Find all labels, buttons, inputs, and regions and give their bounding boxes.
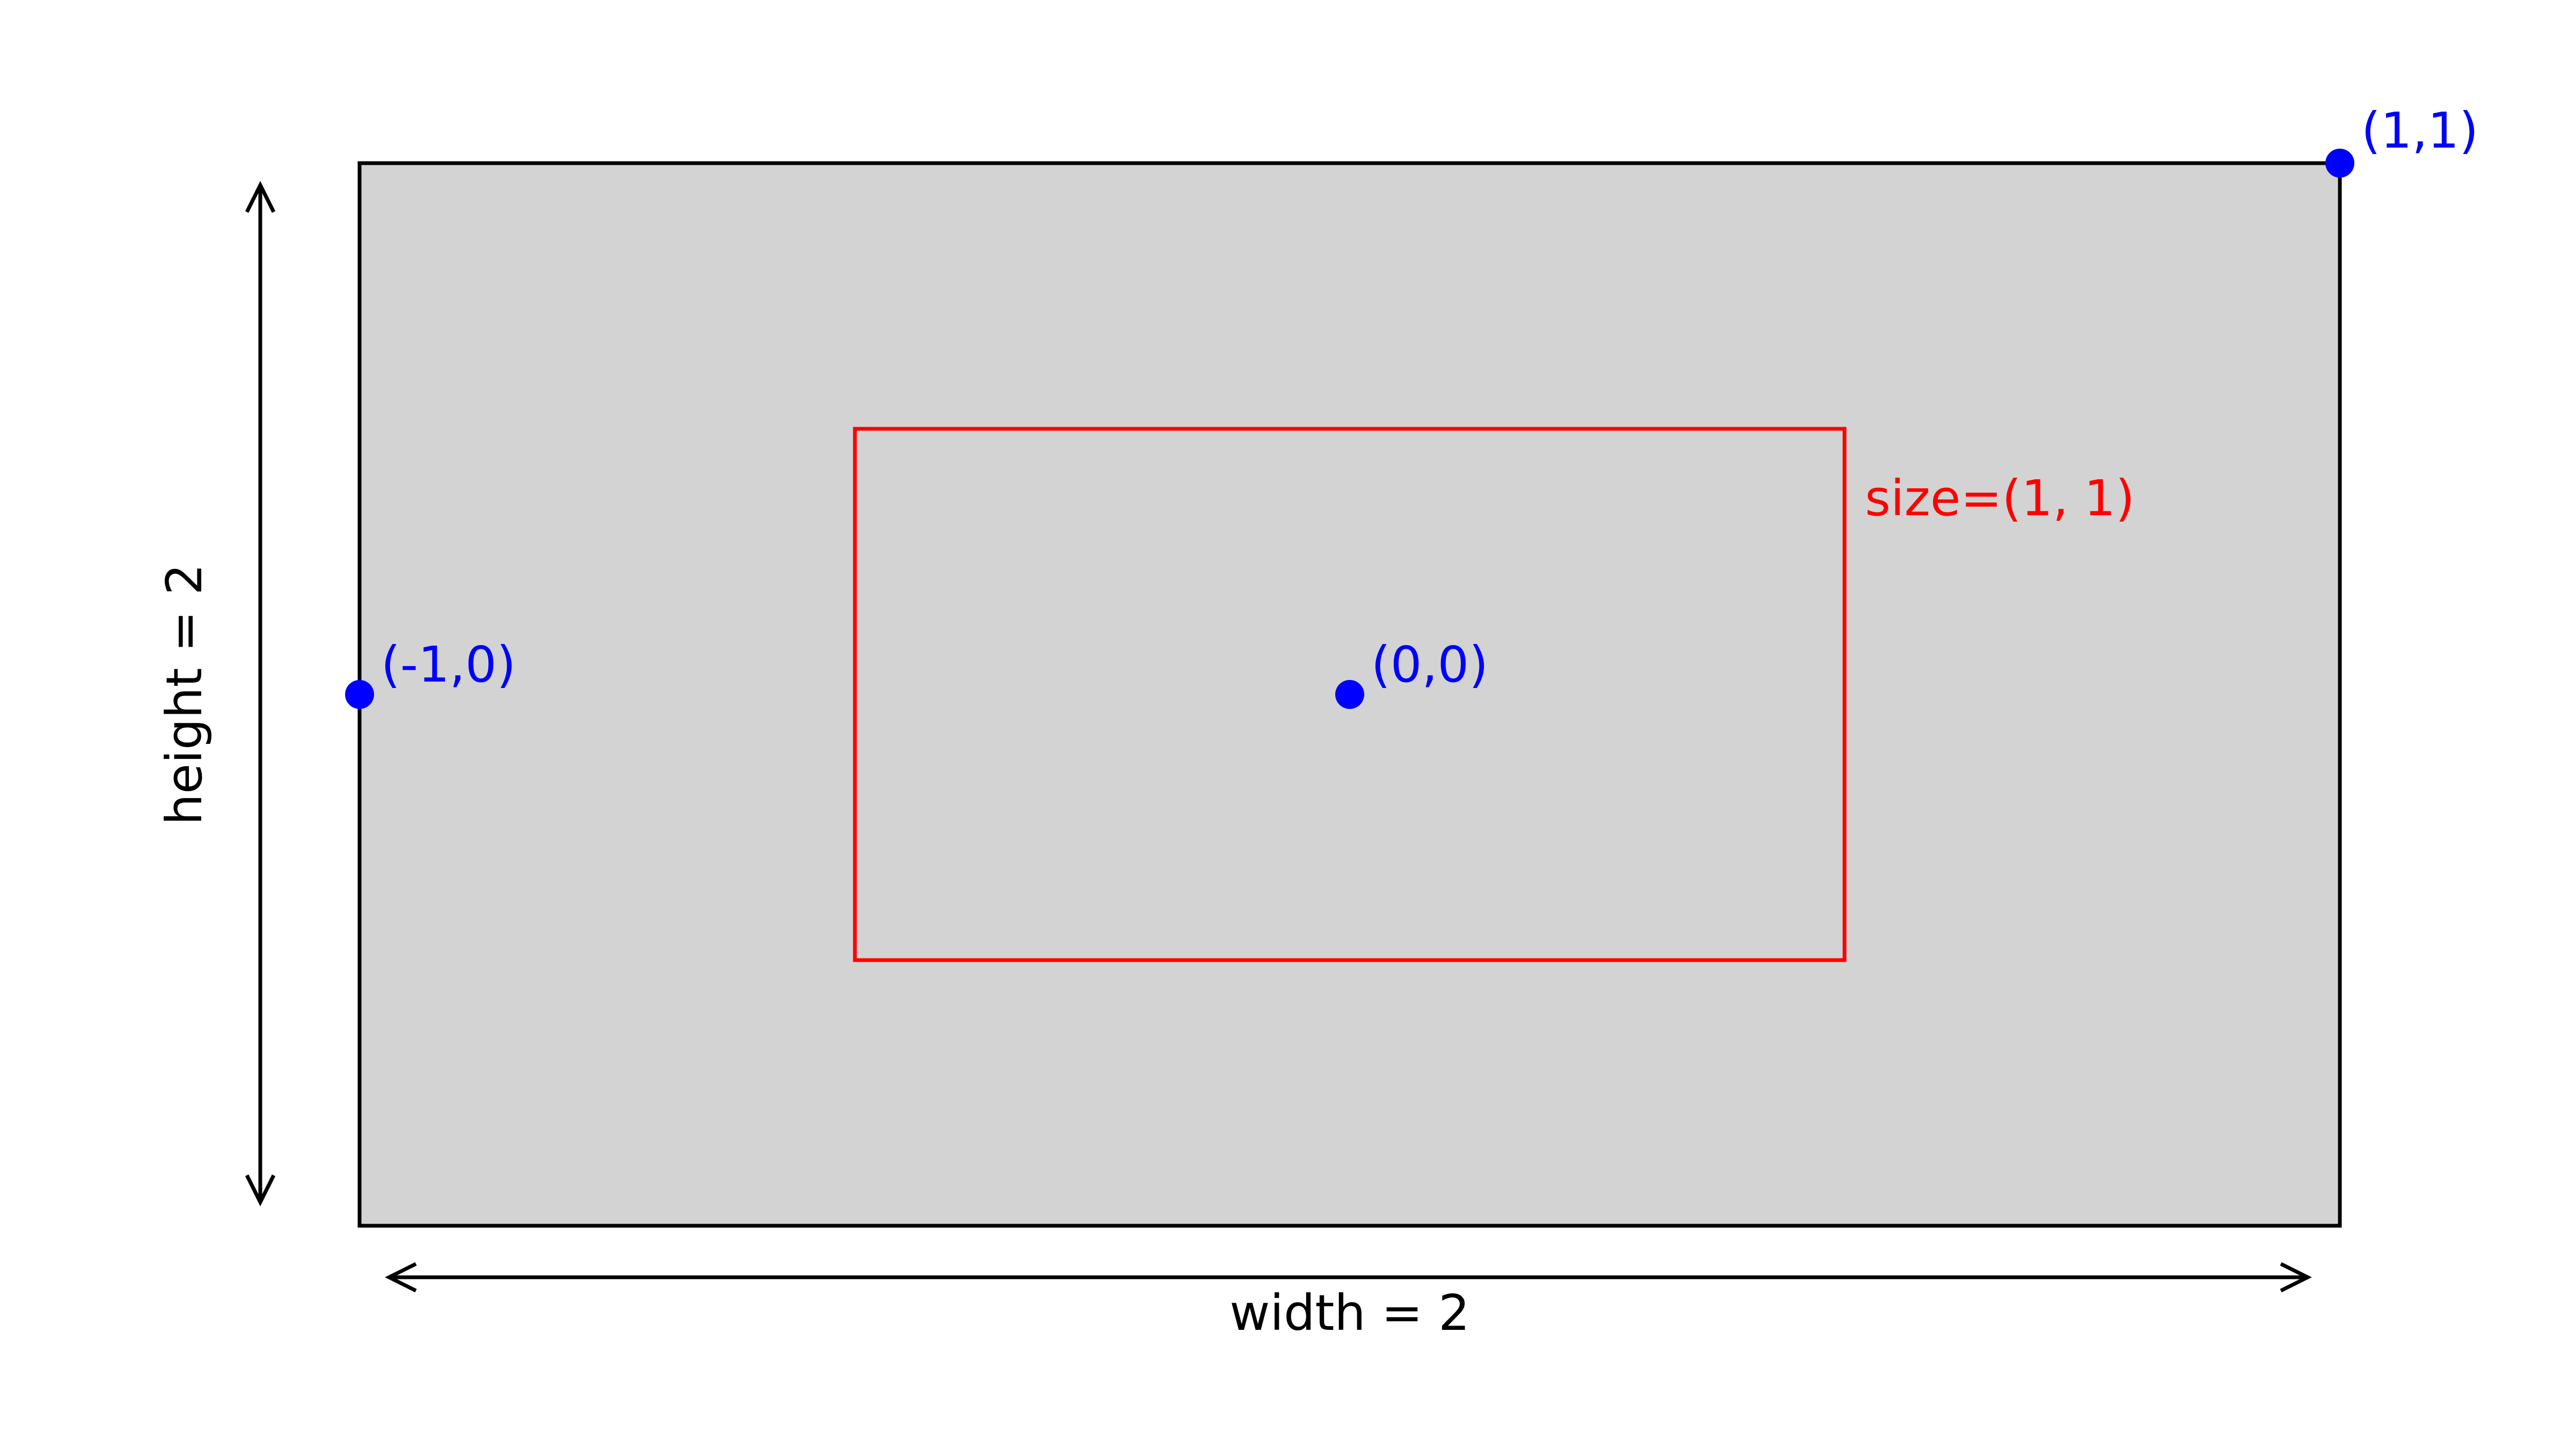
point-top-right-label: (1,1) <box>2361 102 2478 159</box>
height-arrowhead-top <box>245 181 276 213</box>
height-label: height = 2 <box>156 564 213 825</box>
point-top-right <box>2325 149 2354 178</box>
height-arrowhead-bottom <box>245 1174 276 1206</box>
inner-rectangle <box>853 427 1847 962</box>
width-label: width = 2 <box>1230 1284 1470 1342</box>
width-arrowhead-right <box>2280 1262 2312 1293</box>
point-center <box>1335 680 1364 709</box>
point-left <box>345 680 374 709</box>
point-left-label: (-1,0) <box>381 636 516 693</box>
width-arrowhead-left <box>385 1262 417 1293</box>
point-center-label: (0,0) <box>1371 636 1488 693</box>
inner-size-label: size=(1, 1) <box>1865 470 2135 527</box>
